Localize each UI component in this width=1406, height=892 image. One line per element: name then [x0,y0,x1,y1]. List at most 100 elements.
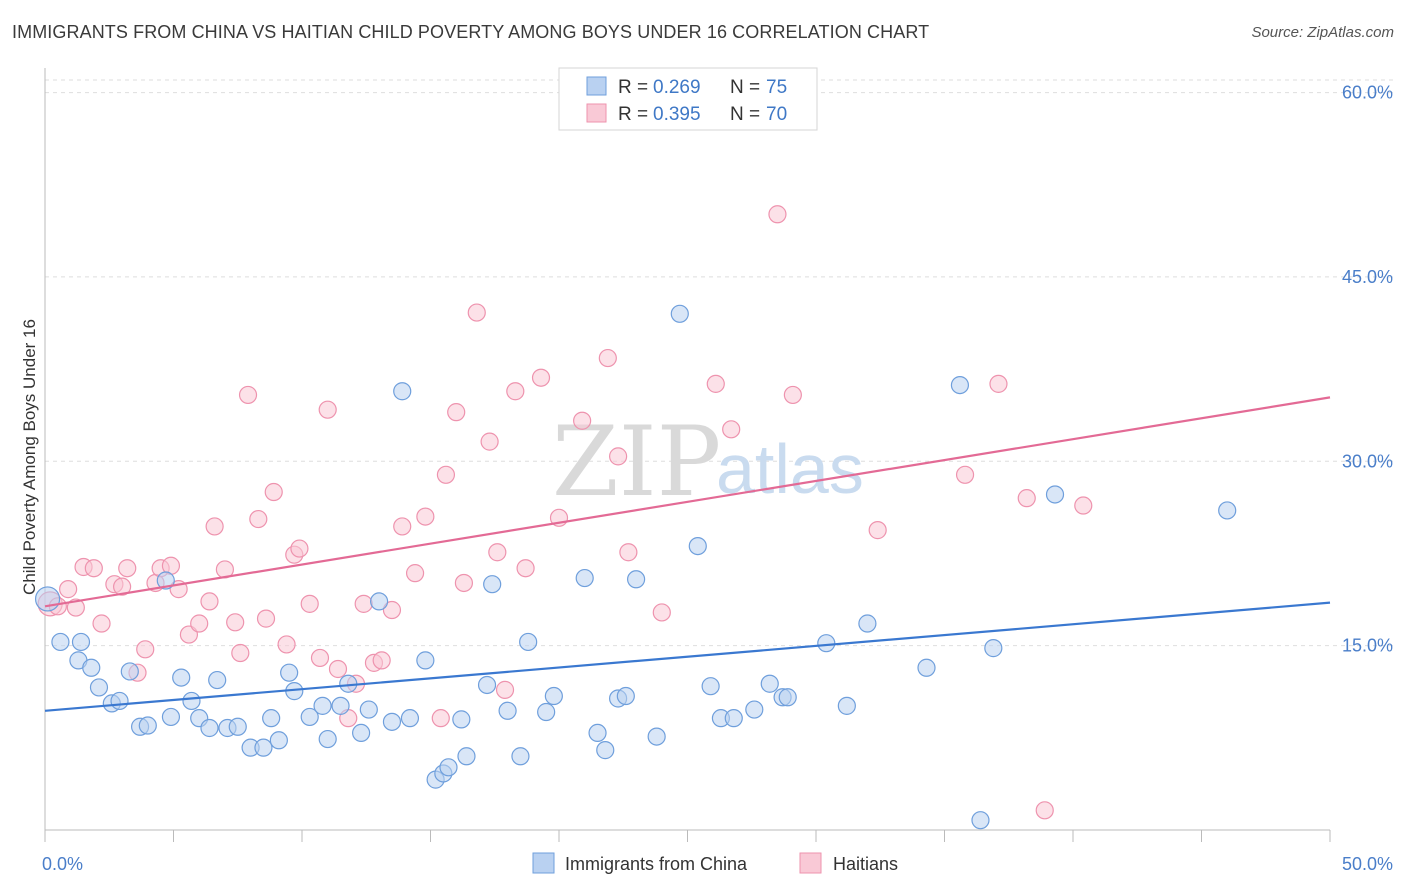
china-point [837,696,856,715]
china-point [511,747,530,766]
haitians-point [290,539,309,558]
china-point [984,639,1003,658]
haitians-point [118,559,137,578]
china-point [1218,501,1237,520]
source-label: Source: ZipAtlas.com [1251,24,1394,41]
haitians-point [393,517,412,536]
legend: R = 0.269 N = 75 R = 0.395 N = 70 [558,67,818,131]
legend-r-label-haiti: R = [618,104,648,125]
haitians-point [480,432,499,451]
china-point [182,691,201,711]
haitians-point [531,368,551,387]
china-point [858,614,877,633]
china-point [313,696,332,715]
china-point [457,747,476,766]
china-point [262,709,281,728]
legend-r-value-haiti: 0.395 [653,104,701,125]
china-point [724,709,743,728]
haitians-point [226,613,245,632]
haitians-point [652,603,671,622]
china-point [519,632,538,652]
legend-r-label-china: R = [618,77,648,98]
china-point [228,717,247,736]
y-tick-label: 15.0% [1342,636,1393,656]
haitians-point [416,507,435,526]
haitians-point [249,509,268,529]
haitians-point [722,420,741,439]
legend-r-value-china: 0.269 [653,77,701,98]
bottom-legend-swatch-china [532,852,555,874]
china-point [352,723,371,743]
china-point [1045,485,1065,504]
x-tick-label-min: 0.0% [42,854,83,874]
bottom-legend-swatch-haiti [799,852,822,874]
haitians-point [1074,496,1093,515]
haitians-point [609,447,628,466]
china-point [688,536,707,556]
chart-title: IMMIGRANTS FROM CHINA VS HAITIAN CHILD P… [12,22,930,42]
china-point [647,727,666,746]
china-point [701,677,720,696]
china-point [760,674,779,693]
china-point [208,670,227,690]
haitians-point [66,598,85,617]
china-point [254,738,273,757]
haitians-point [318,400,337,419]
china-point [477,675,497,695]
china-point [120,662,139,681]
haitians-point [264,482,283,502]
haitians-point [372,651,391,670]
china-point [439,758,458,777]
haitians-point [1017,489,1036,508]
china-point [331,696,350,715]
china-point [89,678,109,697]
haitians-point [619,543,638,562]
haitians-point [310,648,330,668]
china-point [359,700,378,719]
y-tick-label: 30.0% [1342,451,1393,471]
china-point [483,575,502,594]
china-point [370,592,389,611]
legend-swatch-china [586,76,607,96]
china-point [452,710,471,729]
china-point [745,700,764,719]
trend-lines [44,396,1331,712]
china-points [34,304,1237,830]
haitians-trend-line [44,396,1331,608]
watermark: ZIP atlas [552,406,864,518]
china-point [498,701,517,720]
china-point [817,634,836,653]
china-point [156,571,175,590]
watermark-atlas: atlas [716,430,864,508]
china-point [416,651,435,670]
haitians-point [205,517,224,536]
legend-n-value-haiti: 70 [766,104,787,125]
haitians-point [488,543,507,562]
haitians-point [768,205,787,224]
china-point [588,723,607,743]
china-point [71,632,91,652]
legend-n-label-haiti: N = [730,104,760,125]
haitians-point [92,614,111,633]
china-point [616,686,635,706]
haitians-points [37,205,1093,820]
haitians-point [868,521,887,540]
y-tick-label: 45.0% [1342,267,1393,287]
legend-swatch-haiti [586,103,607,123]
haitians-point [238,385,258,405]
haitians-point [706,374,725,393]
china-point [950,375,970,395]
haitians-point [59,580,78,599]
china-point [917,658,936,677]
x-tick-label-max: 50.0% [1342,854,1393,874]
y-tick-label: 60.0% [1342,83,1393,103]
haitians-point [300,594,319,613]
china-point [393,382,412,401]
china-point [161,707,181,727]
haitians-point [573,411,592,430]
haitians-point [136,640,155,659]
haitians-point [1035,801,1054,820]
china-point [110,691,129,711]
grid-lines [45,79,1393,647]
